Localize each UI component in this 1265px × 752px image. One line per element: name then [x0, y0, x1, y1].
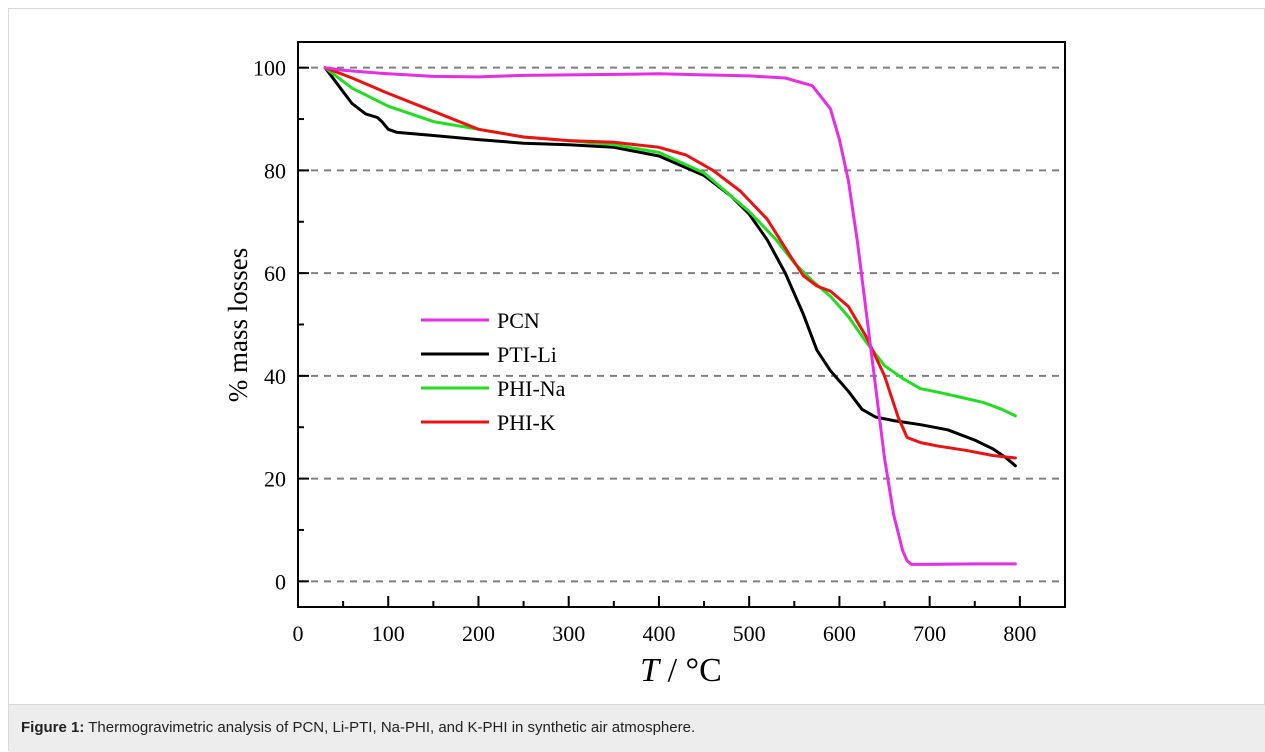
y-tick-label: 80 — [264, 158, 286, 183]
series-line-phi-k — [323, 66, 1017, 460]
series-line-phi-na — [323, 66, 1017, 418]
figure-frame: 0 20 40 60 80 100 0 100 200 300 400 500 600 700 800 PC… — [8, 8, 1265, 752]
x-axis-label: T / °C — [640, 652, 722, 689]
y-tick-label: 0 — [275, 569, 286, 594]
legend-label: PTI-Li — [497, 342, 557, 367]
legend-label: PCN — [497, 308, 540, 333]
legend: PCN PTI-Li PHI-Na PHI-K — [421, 308, 566, 435]
x-tick-label: 500 — [733, 621, 766, 646]
x-tick-label: 100 — [372, 621, 405, 646]
axes: 0 20 40 60 80 100 0 100 200 300 400 500 600 700 800 — [253, 56, 1036, 646]
tga-line-chart: 0 20 40 60 80 100 0 100 200 300 400 500 600 700 800 PC… — [223, 41, 1066, 689]
chart-area: 0 20 40 60 80 100 0 100 200 300 400 500 600 700 800 PC… — [9, 9, 1265, 704]
x-tick-label: 800 — [1003, 621, 1036, 646]
caption-label: Figure 1: — [21, 719, 85, 736]
x-tick-label: 700 — [913, 621, 946, 646]
grid-lines — [298, 66, 1065, 583]
y-tick-label: 40 — [264, 364, 286, 389]
series-line-pti-li — [323, 66, 1017, 468]
y-tick-label: 60 — [264, 261, 286, 286]
caption-text: Thermogravimetric analysis of PCN, Li-PT… — [84, 719, 696, 736]
y-tick-label: 20 — [264, 467, 286, 492]
series-lines — [323, 66, 1017, 566]
x-tick-label: 0 — [293, 621, 304, 646]
x-axis-label-variable: T — [640, 652, 661, 689]
plot-border — [297, 41, 1066, 608]
x-tick-label: 600 — [823, 621, 856, 646]
x-axis-label-unit: / °C — [659, 652, 722, 689]
series-line-pcn — [323, 66, 1017, 566]
figure-caption: Figure 1: Thermogravimetric analysis of … — [9, 704, 1265, 752]
x-tick-label: 400 — [642, 621, 675, 646]
legend-label: PHI-K — [497, 410, 556, 435]
x-tick-label: 200 — [462, 621, 495, 646]
legend-label: PHI-Na — [497, 376, 566, 401]
x-tick-label: 300 — [552, 621, 585, 646]
y-axis-label: % mass losses — [223, 248, 253, 403]
y-tick-label: 100 — [253, 56, 286, 81]
